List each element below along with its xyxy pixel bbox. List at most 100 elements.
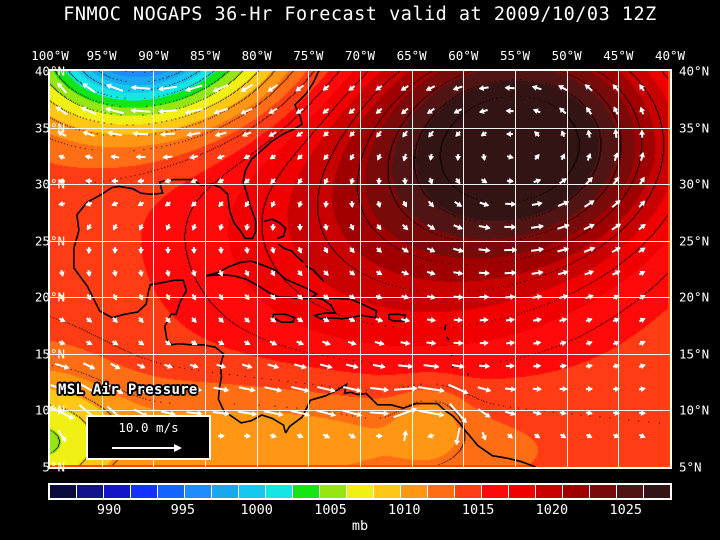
lat-tick-label-left: 40°N [34, 63, 65, 79]
coastline [413, 156, 417, 159]
gridline-vertical [360, 71, 361, 467]
lat-tick-label-right: 30°N [679, 176, 710, 192]
gridline-horizontal [50, 127, 670, 129]
lon-tick-label: 55°W [499, 48, 531, 63]
lon-tick-label: 90°W [138, 48, 169, 63]
coastline [72, 230, 287, 434]
coastline [284, 382, 536, 467]
coastline [205, 260, 319, 300]
gridline-horizontal [50, 297, 670, 299]
field-label: MSL Air Pressure [58, 382, 198, 398]
lat-tick-label-right: 35°N [679, 120, 710, 136]
lon-tick-label: 40°W [654, 48, 686, 63]
colorbar-swatch[interactable] [590, 485, 617, 498]
vector-scale-legend: 10.0 m/s [86, 415, 211, 460]
vector-scale-arrow-icon [112, 444, 182, 452]
colorbar-swatch[interactable] [428, 485, 455, 498]
lat-tick-label-left: 35°N [34, 120, 65, 136]
colorbar-swatch[interactable] [77, 485, 104, 498]
colorbar-swatch[interactable] [293, 485, 320, 498]
gridline-horizontal [50, 353, 670, 355]
map-plot-area [48, 69, 672, 469]
coastline [277, 243, 304, 263]
vector-scale-value: 10.0 m/s [118, 420, 179, 435]
colorbar-swatch[interactable] [347, 485, 374, 498]
map-canvas [50, 71, 670, 467]
coastline [388, 313, 407, 322]
longitude-axis: 100°W 95°W 90°W 85°W 80°W 75°W 70°W 65°W 60°W 55°… [0, 48, 720, 64]
lat-tick-label-left: 25°N [34, 233, 65, 249]
colorbar-tick-label: 1000 [240, 502, 273, 518]
lat-tick-label-left: 10°N [34, 402, 65, 418]
colorbar-swatch[interactable] [104, 485, 131, 498]
gridline-vertical [618, 71, 620, 467]
coastline [312, 296, 378, 320]
lon-tick-label: 100°W [31, 48, 69, 63]
colorbar-ticks: 990 995 1000 1005 1010 1015 1020 1025 [0, 502, 720, 520]
colorbar-swatch[interactable] [212, 485, 239, 498]
coastline [76, 71, 321, 240]
lat-tick-label-right: 20°N [679, 289, 710, 305]
lon-tick-label: 45°W [603, 48, 634, 63]
colorbar-swatch[interactable] [509, 485, 536, 498]
colorbar-tick-label: 1005 [314, 502, 347, 518]
colorbar-swatch[interactable] [563, 485, 590, 498]
colorbar-swatch[interactable] [266, 485, 293, 498]
lon-tick-label: 85°W [189, 48, 221, 63]
lon-tick-label: 65°W [396, 48, 427, 63]
gridline-vertical [256, 71, 258, 467]
colorbar-swatch[interactable] [320, 485, 347, 498]
gridline-vertical [205, 71, 206, 467]
colorbar[interactable] [48, 483, 672, 500]
colorbar-swatch[interactable] [374, 485, 401, 498]
gridline-vertical [308, 71, 310, 467]
colorbar-swatch[interactable] [644, 485, 670, 498]
lon-tick-label: 50°W [551, 48, 582, 63]
colorbar-swatch[interactable] [185, 485, 212, 498]
coastline [446, 336, 450, 341]
page-title: FNMOC NOGAPS 36-Hr Forecast valid at 200… [63, 4, 657, 25]
colorbar-tick-label: 1020 [535, 502, 569, 518]
lat-tick-label-right: 5°N [679, 459, 702, 475]
colorbar-swatch[interactable] [131, 485, 158, 498]
colorbar-tick-label: 1010 [388, 502, 421, 518]
coastline [304, 264, 325, 282]
colorbar-swatch[interactable] [536, 485, 563, 498]
lat-tick-label-left: 15°N [34, 346, 65, 362]
coastline [451, 364, 454, 368]
colorbar-swatch[interactable] [50, 485, 77, 498]
colorbar-swatch[interactable] [455, 485, 482, 498]
colorbar-tick-label: 990 [96, 502, 122, 518]
colorbar-swatch[interactable] [158, 485, 185, 498]
lat-tick-label-left: 5°N [42, 459, 65, 475]
colorbar-swatch[interactable] [401, 485, 428, 498]
lat-tick-label-right: 10°N [679, 402, 710, 418]
lat-tick-label-left: 30°N [34, 176, 65, 192]
lon-tick-label: 60°W [448, 48, 479, 63]
coastline [466, 372, 470, 376]
gridline-vertical [463, 71, 465, 467]
coastline [263, 218, 287, 240]
lat-tick-label-left: 20°N [34, 289, 65, 305]
lon-tick-label: 95°W [86, 48, 117, 63]
colorbar-swatch[interactable] [482, 485, 509, 498]
gridline-vertical [515, 71, 516, 467]
colorbar-unit-label: mb [351, 518, 369, 534]
coastline-overlay [72, 71, 536, 467]
gridline-vertical [566, 71, 568, 467]
gridline-vertical [101, 71, 103, 467]
colorbar-swatch[interactable] [239, 485, 266, 498]
gridline-vertical [411, 71, 413, 467]
colorbar-tick-label: 995 [170, 502, 196, 518]
colorbar-swatch[interactable] [617, 485, 644, 498]
gridline-horizontal [50, 240, 670, 242]
colorbar-tick-label: 1015 [461, 502, 495, 518]
gridline-vertical [153, 71, 155, 467]
coastline [272, 313, 296, 323]
lon-tick-label: 80°W [241, 48, 272, 63]
coastline [443, 324, 447, 331]
lon-tick-label: 70°W [344, 48, 376, 63]
colorbar-tick-label: 1025 [609, 502, 642, 518]
lat-tick-label-right: 40°N [679, 63, 710, 79]
gridline-horizontal [50, 184, 670, 186]
